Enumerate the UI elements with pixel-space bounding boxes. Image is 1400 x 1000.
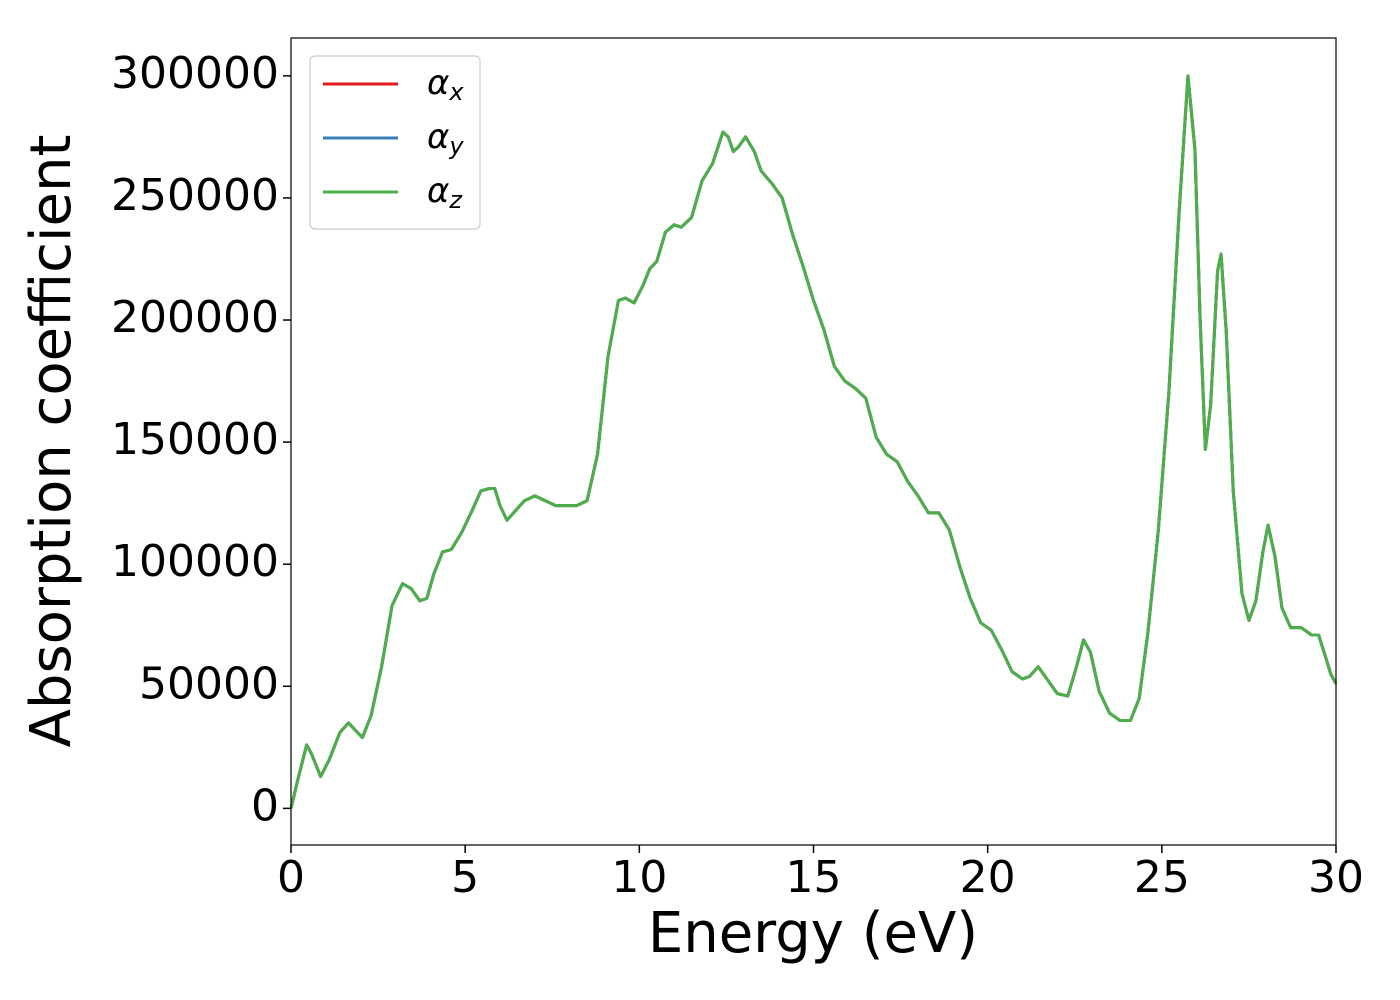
- legend-label: αx: [427, 63, 464, 107]
- x-tick-label: 5: [451, 852, 479, 903]
- x-tick-label: 25: [1134, 852, 1190, 903]
- y-tick-label: 50000: [139, 658, 279, 709]
- x-tick-label: 15: [786, 852, 842, 903]
- y-tick-label: 250000: [111, 170, 279, 221]
- legend-box: [309, 55, 481, 230]
- x-tick-label: 0: [277, 852, 305, 903]
- line-series: [289, 74, 1338, 809]
- x-tick-label: 10: [611, 852, 667, 903]
- y-tick-label: 0: [251, 780, 279, 831]
- legend-label: αy: [427, 117, 464, 161]
- y-tick-label: 300000: [111, 48, 279, 99]
- plot-frame: [290, 37, 1337, 846]
- x-axis-label: Energy (eV): [648, 901, 978, 966]
- y-tick-label: 100000: [111, 536, 279, 587]
- y-tick-label: 150000: [111, 414, 279, 465]
- legend-label: αz: [427, 171, 463, 215]
- y-tick-label: 200000: [111, 292, 279, 343]
- x-tick-label: 30: [1308, 852, 1364, 903]
- y-axis-label: Absorption coefficient: [19, 135, 84, 748]
- x-tick-label: 20: [960, 852, 1016, 903]
